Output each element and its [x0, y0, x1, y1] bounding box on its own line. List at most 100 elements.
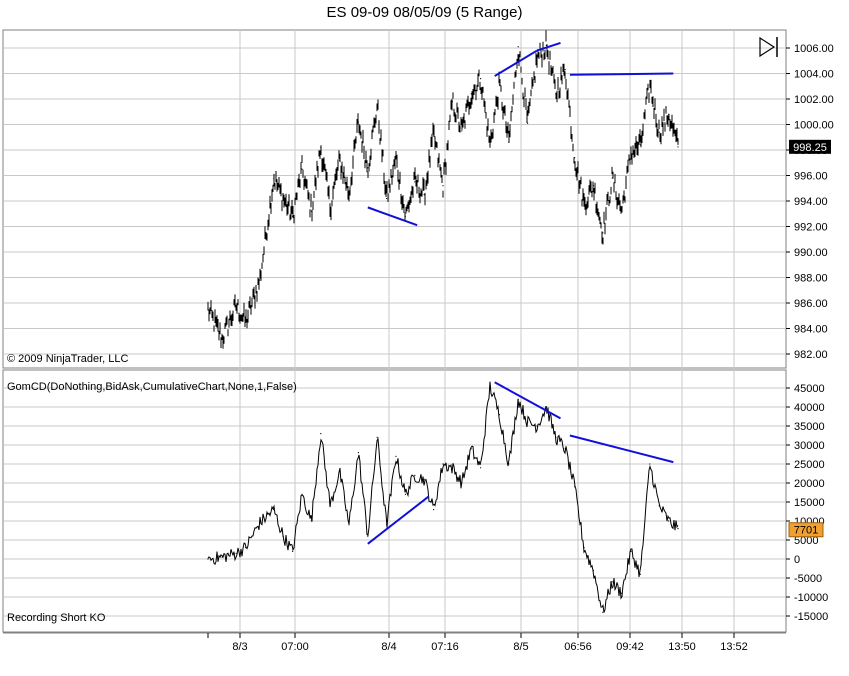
cd-point: [517, 398, 519, 400]
time-tick-label: 07:16: [431, 641, 459, 653]
cd-tick-label: 25000: [794, 459, 825, 471]
cd-divergence-trendline[interactable]: [494, 381, 561, 420]
cd-point: [574, 486, 576, 488]
price-point: [423, 194, 425, 196]
price-point: [602, 232, 604, 234]
price-point: [282, 197, 284, 200]
cd-point: [245, 547, 247, 549]
scroll-to-end-icon[interactable]: [759, 36, 778, 58]
price-point: [414, 181, 416, 183]
cd-point: [433, 509, 435, 511]
cd-point: [564, 448, 566, 450]
price-tick-label: 1004.00: [794, 69, 834, 81]
time-tick-label: 13:52: [720, 641, 748, 653]
cd-point: [649, 463, 651, 465]
price-point: [592, 185, 595, 187]
price-point: [574, 157, 576, 159]
cd-point: [348, 524, 350, 526]
cd-point: [376, 436, 378, 438]
price-panel[interactable]: [2, 29, 787, 369]
price-point: [442, 185, 444, 187]
cd-tick-label: 45000: [794, 383, 825, 395]
price-tick-label: 1006.00: [794, 43, 834, 55]
cd-point: [320, 433, 322, 435]
cd-tick-label: 15000: [794, 497, 825, 509]
price-point: [536, 57, 538, 59]
cd-point: [386, 524, 388, 526]
price-tick-label: 1002.00: [794, 94, 834, 106]
cd-divergence-trendline[interactable]: [367, 495, 430, 545]
price-point: [207, 308, 209, 310]
time-tick-label: 06:56: [564, 641, 592, 653]
cd-series: [207, 381, 679, 613]
cd-point: [367, 535, 369, 537]
time-tick-label: 8/3: [232, 641, 247, 653]
cd-tick-label: 30000: [794, 440, 825, 452]
price-tick-label: 994.00: [794, 196, 828, 208]
price-point: [527, 122, 529, 124]
price-point: [583, 202, 585, 205]
price-point: [245, 321, 247, 323]
cd-tick-label: 40000: [794, 402, 825, 414]
cd-point: [555, 436, 557, 438]
cd-point: [259, 522, 261, 524]
indicator-panel[interactable]: [2, 369, 787, 633]
time-axis: 8/3 07:00 8/4 07:16 8/5 06:56 09:42 13:50 13:52: [3, 632, 786, 653]
cd-point: [451, 467, 453, 469]
price-point: [433, 134, 435, 136]
cd-point: [282, 535, 284, 537]
time-tick-label: 13:50: [668, 641, 696, 653]
time-tick-label: 09:42: [616, 641, 644, 653]
price-point: [395, 158, 397, 160]
price-point: [320, 146, 322, 149]
time-tick-label: 8/5: [513, 641, 528, 653]
price-point: [292, 215, 294, 217]
cd-point: [480, 467, 482, 469]
cd-tick-label: 5000: [794, 535, 818, 547]
price-point: [404, 215, 406, 217]
price-bars: [207, 30, 679, 349]
cd-point: [404, 493, 406, 495]
cd-last-value-badge: 7701: [788, 522, 824, 538]
price-point: [564, 69, 566, 71]
cd-point: [658, 505, 660, 507]
cd-point: [639, 573, 642, 575]
price-point: [630, 151, 632, 154]
price-divergence-trendline[interactable]: [494, 49, 538, 77]
cd-tick-label: 0: [794, 554, 800, 566]
price-point: [259, 279, 261, 281]
price-point: [357, 121, 359, 123]
cd-point: [273, 509, 275, 511]
price-point: [649, 84, 651, 86]
price-last-value: 998.25: [793, 142, 827, 154]
cd-point: [301, 493, 303, 495]
price-point: [639, 144, 642, 146]
cd-point: [207, 558, 209, 560]
cd-point: [461, 482, 463, 484]
cd-tick-label: -15000: [794, 611, 828, 623]
price-series: [207, 30, 679, 349]
price-point: [461, 130, 463, 132]
cd-axis: 4500040000350003000025000200001500010000…: [786, 383, 828, 623]
price-point: [480, 78, 482, 80]
price-divergence-trendline[interactable]: [536, 41, 561, 52]
price-tick-label: 992.00: [794, 222, 828, 234]
price-tick-label: 986.00: [794, 298, 828, 310]
price-point: [658, 131, 660, 133]
cd-point: [235, 552, 237, 554]
cd-divergence-trendline[interactable]: [569, 434, 674, 464]
price-point: [545, 44, 548, 47]
trendlines[interactable]: [367, 41, 674, 545]
cd-point: [583, 547, 585, 549]
price-tick-label: 990.00: [794, 247, 828, 259]
price-point: [470, 93, 472, 95]
price-point: [348, 192, 350, 194]
price-tick-label: 1000.00: [794, 120, 834, 132]
price-point: [508, 141, 510, 143]
strategy-label: Recording Short KO: [7, 612, 106, 624]
price-point: [517, 46, 519, 48]
price-point: [677, 146, 679, 148]
price-divergence-trendline[interactable]: [569, 72, 674, 76]
price-divergence-trendline[interactable]: [367, 206, 418, 227]
